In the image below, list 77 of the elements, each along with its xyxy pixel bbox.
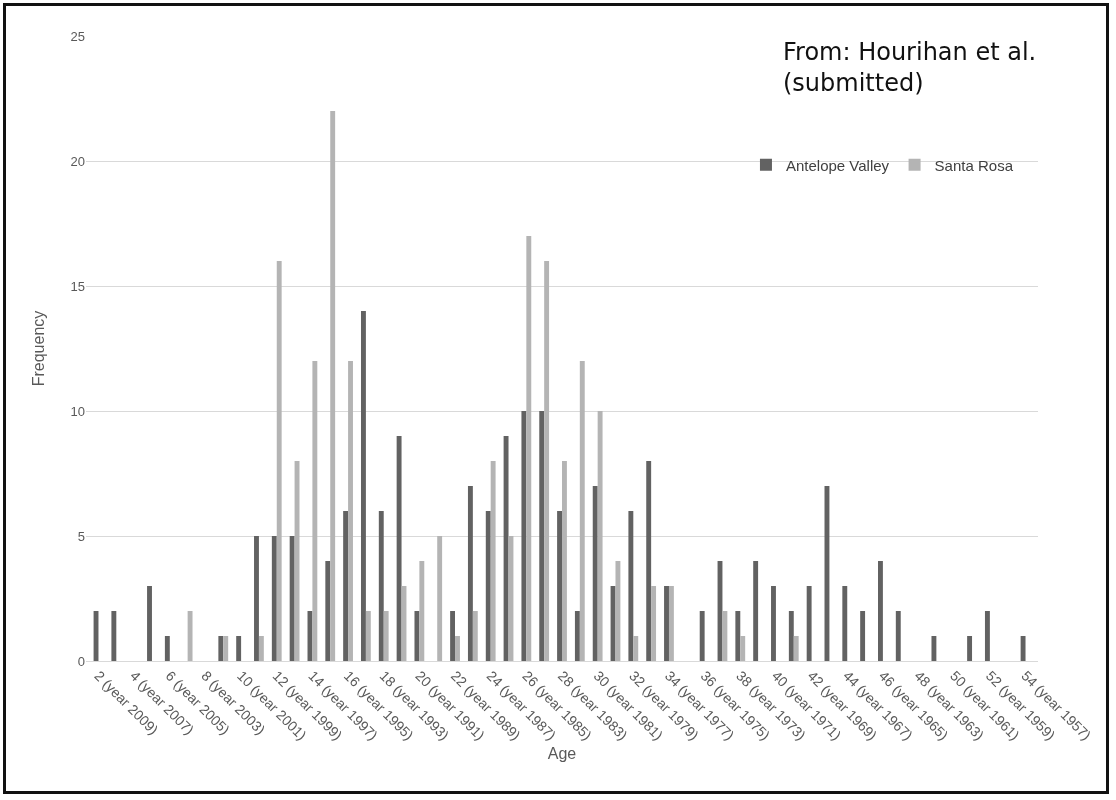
y-tick-label: 5	[77, 528, 85, 544]
x-axis-title: Age	[547, 745, 577, 763]
y-tick-label: 15	[70, 278, 85, 294]
bar	[664, 586, 669, 661]
y-tick-label: 20	[70, 153, 85, 169]
y-tick-label: 25	[70, 28, 85, 44]
bar	[312, 361, 318, 661]
bar	[592, 486, 598, 661]
bar	[455, 636, 460, 661]
bar	[615, 561, 621, 661]
bar	[735, 611, 741, 661]
bar	[771, 586, 776, 661]
bar	[1020, 636, 1026, 661]
bar	[878, 561, 883, 661]
bar	[223, 636, 229, 661]
bar	[164, 636, 170, 661]
bar	[396, 436, 402, 661]
bar	[289, 536, 295, 661]
bar	[383, 611, 389, 661]
bar	[574, 611, 580, 661]
bar	[236, 636, 242, 661]
bar	[842, 586, 848, 661]
bar	[254, 536, 259, 661]
bar	[984, 611, 990, 661]
bar	[467, 486, 473, 661]
bar	[579, 361, 585, 661]
bar	[258, 636, 264, 661]
bar	[348, 361, 353, 661]
bar	[111, 611, 117, 661]
bar	[437, 536, 443, 661]
bar	[753, 561, 759, 661]
bar	[378, 511, 384, 661]
bar	[365, 611, 371, 661]
bar	[276, 261, 282, 661]
bar	[860, 611, 866, 661]
bar	[271, 536, 277, 661]
bar	[490, 461, 496, 661]
bar	[472, 611, 478, 661]
bar	[521, 411, 527, 661]
legend-label: Antelope Valley	[785, 156, 890, 174]
y-axis-title: Frequency	[30, 310, 47, 387]
bar	[187, 611, 193, 661]
y-tick-label: 10	[70, 403, 85, 419]
bar	[722, 611, 728, 661]
bar	[651, 586, 657, 661]
bar	[699, 611, 705, 661]
bar	[557, 511, 562, 661]
legend-label: Santa Rosa	[934, 156, 1014, 174]
bar	[931, 636, 937, 661]
bar	[325, 561, 331, 661]
bar	[806, 586, 812, 661]
bar	[633, 636, 639, 661]
bar	[485, 511, 491, 661]
y-tick-label: 0	[77, 653, 85, 669]
bar	[539, 411, 545, 661]
bar	[147, 586, 152, 661]
bar	[450, 611, 456, 661]
bar	[343, 511, 349, 661]
bar	[419, 561, 425, 661]
bar	[967, 636, 973, 661]
bar	[526, 236, 532, 661]
bar	[740, 636, 746, 661]
bar	[793, 636, 799, 661]
bar	[895, 611, 901, 661]
bar	[503, 436, 509, 661]
bar	[360, 311, 366, 661]
bar	[414, 611, 420, 661]
bar	[330, 111, 336, 661]
bar	[562, 461, 567, 661]
bar	[788, 611, 794, 661]
bar	[218, 636, 224, 661]
bar	[646, 461, 652, 661]
bar	[668, 586, 674, 661]
bar	[597, 411, 603, 661]
bar	[544, 261, 550, 661]
bar	[628, 511, 634, 661]
annotation: From: Hourihan et al. (submitted)	[783, 38, 1037, 98]
